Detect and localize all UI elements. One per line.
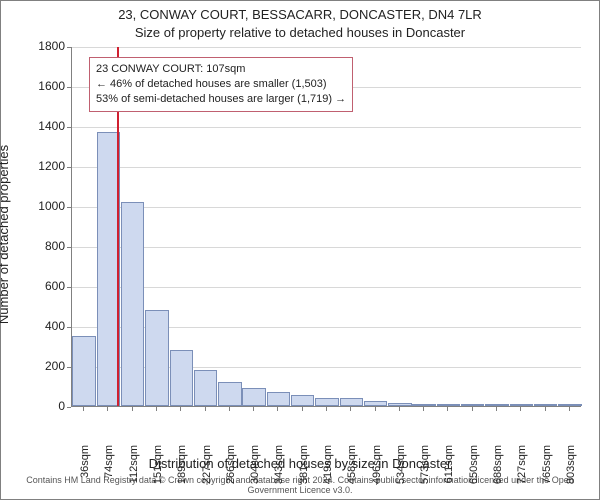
chart-title-line1: 23, CONWAY COURT, BESSACARR, DONCASTER, … [1, 7, 599, 22]
histogram-bar [485, 404, 508, 406]
annotation-line: 23 CONWAY COURT: 107sqm [96, 62, 346, 77]
x-tick-mark [205, 407, 206, 411]
x-tick-mark [326, 407, 327, 411]
x-tick-mark [545, 407, 546, 411]
y-tick-mark [67, 47, 71, 48]
x-tick-label: 611sqm [443, 445, 455, 495]
histogram-bar [364, 401, 387, 406]
histogram-bar [194, 370, 217, 406]
histogram-bar [437, 404, 460, 406]
y-tick-label: 1800 [5, 39, 65, 53]
y-tick-label: 1600 [5, 79, 65, 93]
y-tick-label: 600 [5, 279, 65, 293]
x-tick-label: 650sqm [468, 445, 480, 495]
x-tick-mark [83, 407, 84, 411]
x-tick-label: 534sqm [395, 445, 407, 495]
x-tick-label: 189sqm [176, 445, 188, 495]
gridline [72, 127, 581, 128]
x-tick-mark [447, 407, 448, 411]
histogram-bar [534, 404, 557, 406]
gridline [72, 47, 581, 48]
x-tick-label: 36sqm [79, 445, 91, 495]
x-tick-mark [399, 407, 400, 411]
x-tick-mark [156, 407, 157, 411]
x-tick-label: 227sqm [201, 445, 213, 495]
histogram-bar [121, 202, 144, 406]
histogram-bar [170, 350, 193, 406]
histogram-bar [145, 310, 168, 406]
x-tick-mark [277, 407, 278, 411]
x-tick-mark [423, 407, 424, 411]
x-tick-label: 727sqm [516, 445, 528, 495]
x-tick-label: 419sqm [322, 445, 334, 495]
y-tick-mark [67, 327, 71, 328]
x-tick-mark [229, 407, 230, 411]
y-tick-mark [67, 167, 71, 168]
x-tick-mark [375, 407, 376, 411]
histogram-bar [388, 403, 411, 406]
y-tick-label: 800 [5, 239, 65, 253]
histogram-bar [291, 395, 314, 406]
x-tick-label: 458sqm [346, 445, 358, 495]
y-tick-mark [67, 127, 71, 128]
y-tick-mark [67, 207, 71, 208]
x-tick-mark [520, 407, 521, 411]
x-tick-mark [107, 407, 108, 411]
x-tick-label: 304sqm [249, 445, 261, 495]
annotation-box: 23 CONWAY COURT: 107sqm← 46% of detached… [89, 57, 353, 112]
x-tick-label: 573sqm [419, 445, 431, 495]
histogram-bar [72, 336, 95, 406]
histogram-bar [558, 404, 581, 406]
gridline [72, 247, 581, 248]
y-tick-mark [67, 247, 71, 248]
x-tick-label: 343sqm [273, 445, 285, 495]
chart-title-line2: Size of property relative to detached ho… [1, 25, 599, 40]
x-tick-mark [132, 407, 133, 411]
annotation-line: 53% of semi-detached houses are larger (… [96, 92, 346, 107]
histogram-bar [218, 382, 241, 406]
histogram-bar [267, 392, 290, 406]
x-tick-label: 151sqm [152, 445, 164, 495]
histogram-bar [242, 388, 265, 406]
histogram-bar [340, 398, 363, 406]
y-tick-label: 1000 [5, 199, 65, 213]
y-tick-label: 400 [5, 319, 65, 333]
x-tick-mark [180, 407, 181, 411]
y-tick-label: 1400 [5, 119, 65, 133]
x-tick-label: 688sqm [492, 445, 504, 495]
gridline [72, 287, 581, 288]
y-tick-mark [67, 407, 71, 408]
y-tick-mark [67, 287, 71, 288]
x-tick-label: 765sqm [541, 445, 553, 495]
x-tick-mark [302, 407, 303, 411]
x-tick-mark [472, 407, 473, 411]
annotation-line: ← 46% of detached houses are smaller (1,… [96, 77, 346, 92]
x-tick-label: 803sqm [565, 445, 577, 495]
y-tick-label: 0 [5, 399, 65, 413]
x-tick-label: 496sqm [371, 445, 383, 495]
x-tick-label: 112sqm [128, 445, 140, 495]
y-tick-mark [67, 87, 71, 88]
x-tick-label: 381sqm [298, 445, 310, 495]
gridline [72, 207, 581, 208]
histogram-bar [315, 398, 338, 406]
y-tick-label: 1200 [5, 159, 65, 173]
gridline [72, 167, 581, 168]
x-tick-mark [350, 407, 351, 411]
x-tick-mark [253, 407, 254, 411]
y-tick-mark [67, 367, 71, 368]
histogram-bar [412, 404, 435, 406]
x-tick-label: 74sqm [103, 445, 115, 495]
y-tick-label: 200 [5, 359, 65, 373]
x-tick-mark [569, 407, 570, 411]
x-tick-label: 266sqm [225, 445, 237, 495]
histogram-bar [510, 404, 533, 406]
chart-container: 23, CONWAY COURT, BESSACARR, DONCASTER, … [0, 0, 600, 500]
x-tick-mark [496, 407, 497, 411]
histogram-bar [461, 404, 484, 406]
